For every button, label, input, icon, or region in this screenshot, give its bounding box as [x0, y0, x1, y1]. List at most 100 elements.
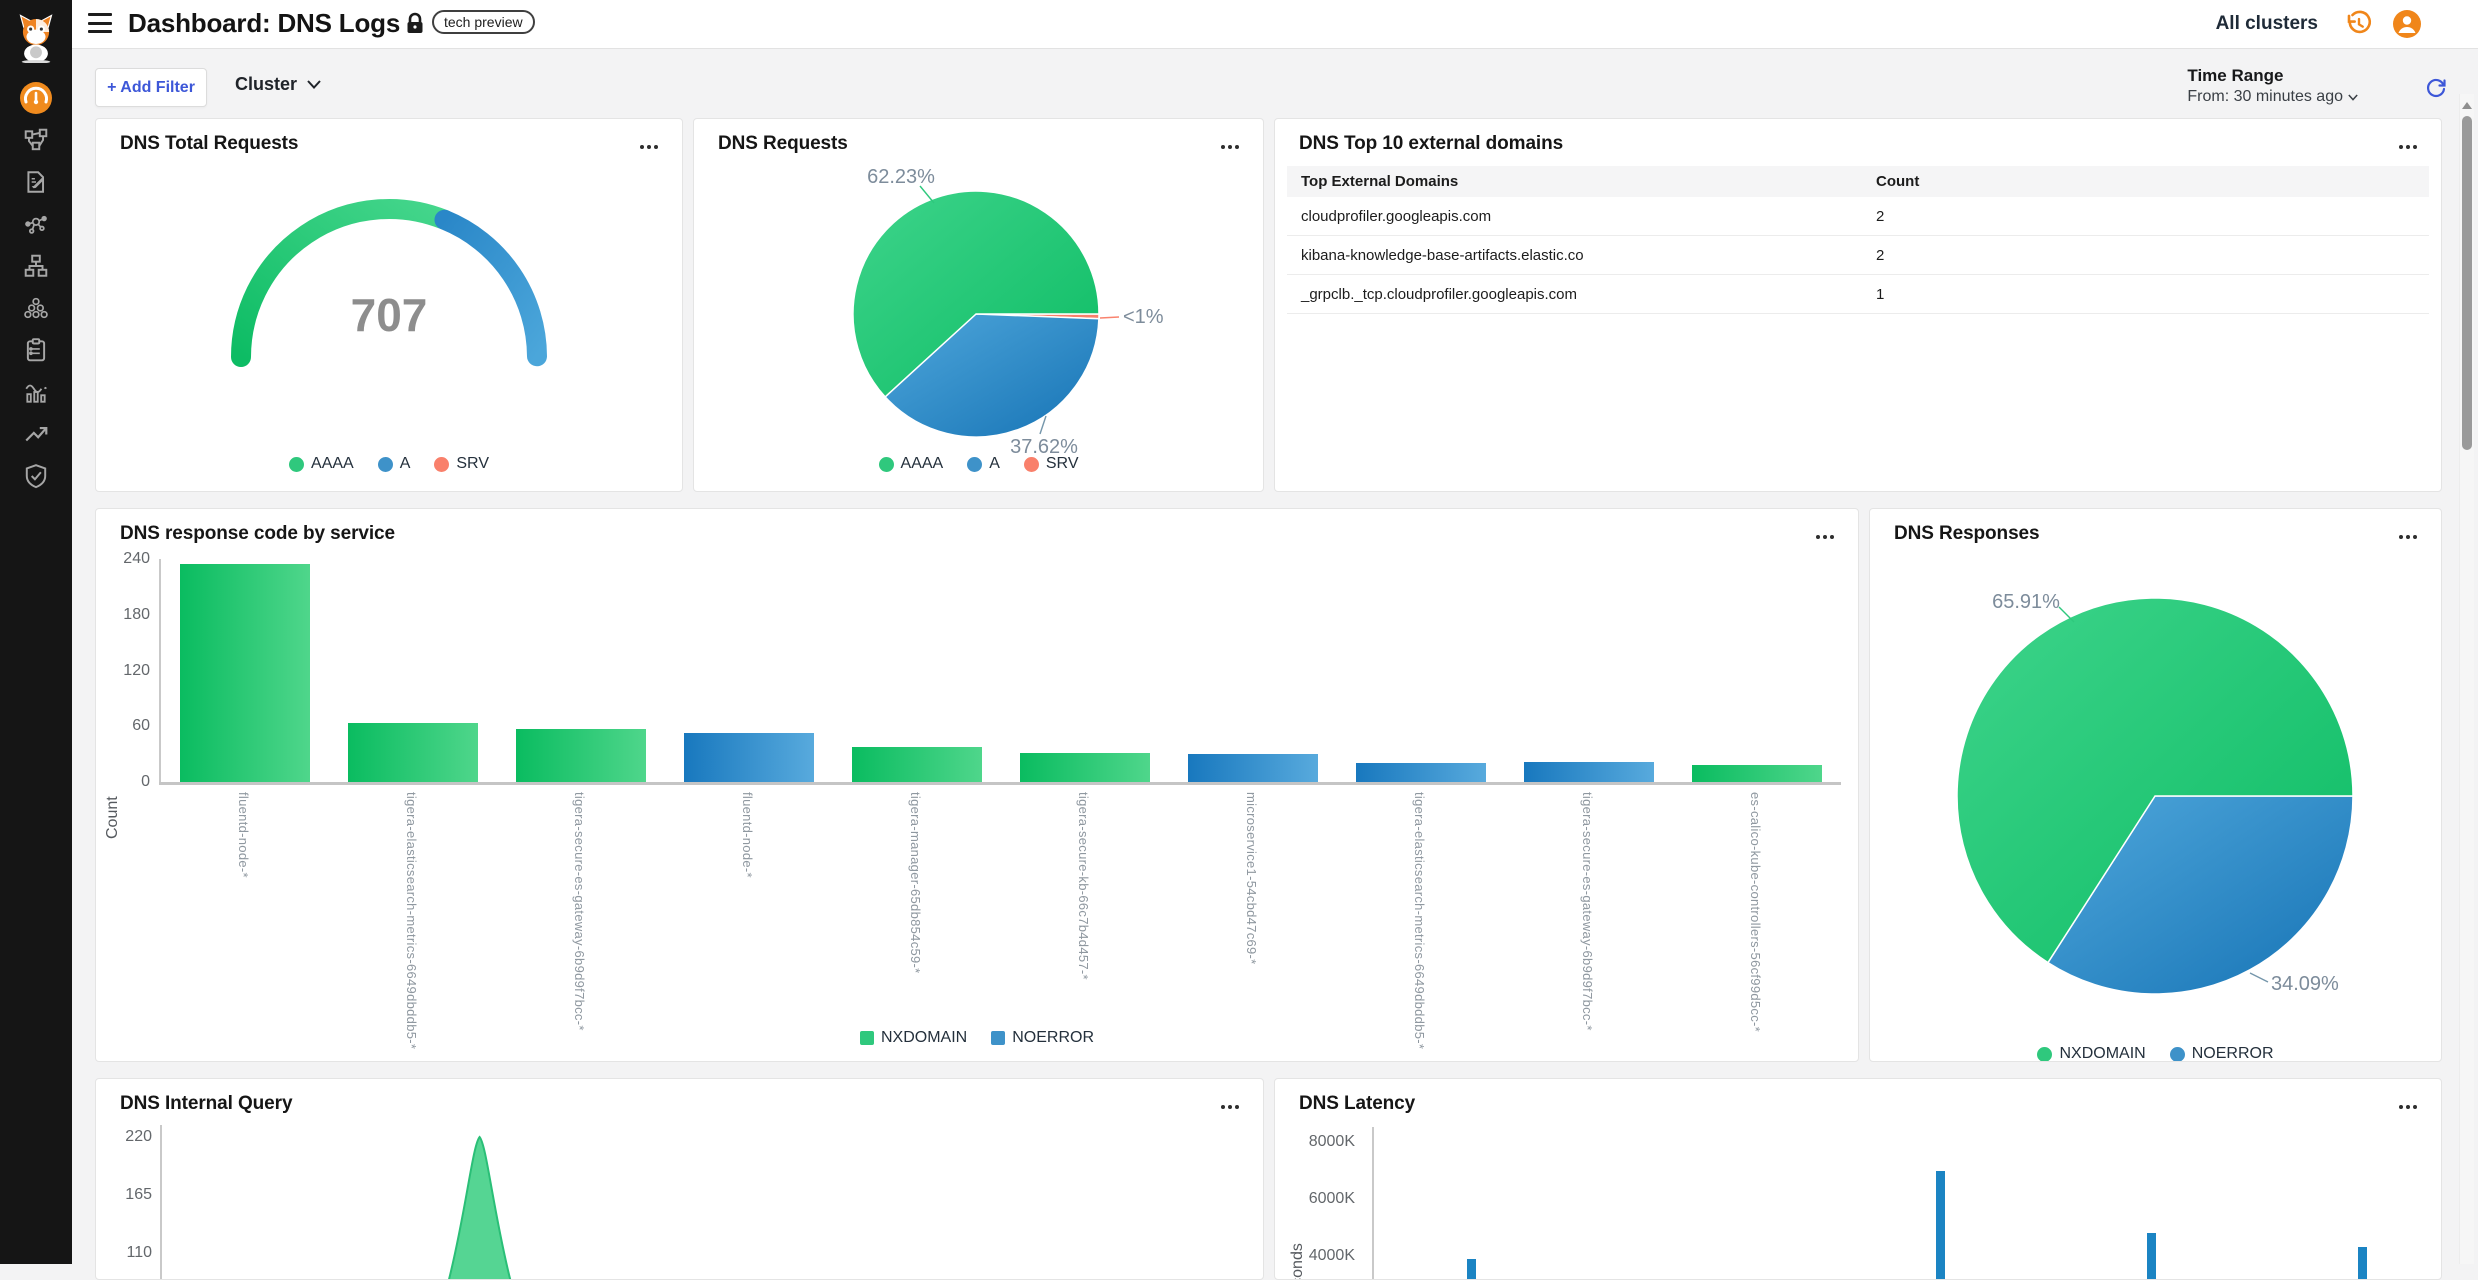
bar-nxdomain[interactable]	[180, 564, 310, 782]
legend-item-a[interactable]: A	[967, 455, 1000, 473]
time-range-title: Time Range	[2187, 66, 2358, 86]
trend-arrow-icon	[23, 421, 49, 447]
tech-preview-badge: tech preview	[432, 10, 535, 34]
cluster-scope-label[interactable]: All clusters	[2216, 13, 2318, 35]
y-axis-tick: 110	[100, 1244, 152, 1262]
bar-noerror[interactable]	[1524, 762, 1654, 782]
bar-nxdomain[interactable]	[1692, 765, 1822, 782]
gauge-chart[interactable]: 707	[229, 189, 549, 389]
sidebar-item-clusters[interactable]	[0, 288, 72, 328]
y-axis-tick: 6000K	[1303, 1190, 1355, 1208]
legend-item-nxdomain[interactable]: NXDOMAIN	[2037, 1045, 2145, 1062]
panel-dns-top-domains: DNS Top 10 external domains Top External…	[1274, 118, 2442, 492]
legend-item-nxdomain[interactable]: NXDOMAIN	[860, 1029, 967, 1047]
bar-nxdomain[interactable]	[348, 723, 478, 782]
pie-chart-dns-responses[interactable]: 65.91% 34.09%	[1870, 509, 2441, 1061]
legend-item-a[interactable]: A	[378, 455, 411, 473]
bar-nxdomain[interactable]	[1020, 753, 1150, 782]
sidebar-item-service-graph[interactable]	[0, 204, 72, 244]
pie-percent-label: 65.91%	[1992, 591, 2060, 613]
y-axis-tick: 165	[100, 1186, 152, 1204]
network-sets-icon	[23, 253, 49, 279]
legend-item-aaaa[interactable]: AAAA	[879, 455, 944, 473]
chevron-down-icon	[307, 80, 321, 89]
legend-item-noerror[interactable]: NOERROR	[991, 1029, 1094, 1047]
sidebar-item-dashboard[interactable]	[0, 78, 72, 118]
sidebar-item-logs[interactable]	[0, 372, 72, 412]
area-chart-internal-query[interactable]	[96, 1079, 1263, 1279]
network-topology-icon	[23, 127, 49, 153]
legend-item-srv[interactable]: SRV	[434, 455, 489, 473]
cluster-dropdown[interactable]: Cluster	[235, 74, 321, 95]
cell-count: 1	[1876, 286, 1884, 303]
cat-logo-icon	[14, 13, 58, 63]
page-title: Dashboard: DNS Logs	[128, 8, 400, 39]
x-axis-line	[159, 782, 1841, 785]
sidebar-item-policies[interactable]	[0, 162, 72, 202]
area-series[interactable]	[449, 1137, 511, 1279]
panel-title: DNS Latency	[1299, 1093, 1415, 1115]
gauge-arc-a[interactable]	[444, 220, 537, 357]
legend-marker	[967, 457, 982, 472]
pie-chart-dns-requests[interactable]: 62.23% 37.62% <1%	[694, 119, 1263, 491]
security-shield-icon	[23, 463, 49, 489]
x-axis-label: es-calico-kube-controllers-56cf99d5cc-*	[1748, 792, 1763, 1032]
y-axis-tick: 120	[98, 662, 150, 680]
y-axis-tick: 220	[100, 1128, 152, 1146]
add-filter-button[interactable]: + Add Filter	[95, 68, 207, 107]
panel-menu-button[interactable]	[2395, 1101, 2421, 1113]
legend-item-noerror[interactable]: NOERROR	[2170, 1045, 2274, 1062]
bar-latency[interactable]	[2147, 1233, 2156, 1280]
hamburger-menu-button[interactable]	[88, 13, 112, 33]
cell-domain: _grpclb._tcp.cloudprofiler.googleapis.co…	[1287, 286, 1876, 303]
legend-label: SRV	[1046, 455, 1079, 473]
scrollbar-thumb[interactable]	[2462, 116, 2472, 450]
bar-nxdomain[interactable]	[852, 747, 982, 782]
tigera-cat-logo[interactable]	[0, 10, 72, 66]
user-avatar[interactable]	[2392, 9, 2422, 44]
service-graph-icon	[23, 211, 49, 237]
time-range-value: From: 30 minutes ago	[2187, 88, 2343, 106]
bar-nxdomain[interactable]	[516, 729, 646, 782]
legend-item-srv[interactable]: SRV	[1024, 455, 1079, 473]
sidebar-item-network-sets[interactable]	[0, 246, 72, 286]
bar-latency[interactable]	[1467, 1259, 1476, 1280]
panel-menu-button[interactable]	[2395, 141, 2421, 153]
legend-label: SRV	[456, 455, 489, 473]
chart-legend: NXDOMAIN NOERROR	[1870, 1045, 2441, 1062]
cell-count: 2	[1876, 208, 1884, 225]
sidebar-item-compliance[interactable]	[0, 330, 72, 370]
scrollbar-up-arrow[interactable]	[2462, 102, 2472, 109]
time-range-selector[interactable]: Time Range From: 30 minutes ago	[2187, 66, 2358, 106]
y-axis-tick: 4000K	[1303, 1247, 1355, 1265]
bar-noerror[interactable]	[1356, 763, 1486, 782]
column-header: Count	[1876, 173, 1919, 190]
legend-marker	[879, 457, 894, 472]
gauge-value: 707	[351, 289, 428, 341]
history-icon[interactable]	[2344, 9, 2374, 44]
y-axis-tick: 60	[98, 717, 150, 735]
refresh-icon[interactable]	[2424, 76, 2448, 105]
sidebar-item-flows[interactable]	[0, 120, 72, 160]
table-row: _grpclb._tcp.cloudprofiler.googleapis.co…	[1287, 275, 2429, 314]
bar-noerror[interactable]	[684, 733, 814, 782]
legend-item-aaaa[interactable]: AAAA	[289, 455, 354, 473]
logs-chart-icon	[23, 379, 49, 405]
y-axis-tick: 180	[98, 606, 150, 624]
table-header-row: Top External Domains Count	[1287, 166, 2429, 197]
clusters-icon	[23, 295, 49, 321]
sidebar-item-threats[interactable]	[0, 414, 72, 454]
bar-noerror[interactable]	[1188, 754, 1318, 782]
x-axis-label: tigera-secure-es-gateway-6b9d9f7bcc-*	[1580, 792, 1595, 1031]
compliance-clipboard-icon	[23, 337, 49, 363]
cell-domain: kibana-knowledge-base-artifacts.elastic.…	[1287, 247, 1876, 264]
x-axis-label: fluentd-node-*	[740, 792, 755, 878]
sidebar-item-security[interactable]	[0, 456, 72, 496]
panel-menu-button[interactable]	[636, 141, 662, 153]
scrollbar-track[interactable]	[2459, 94, 2474, 1264]
